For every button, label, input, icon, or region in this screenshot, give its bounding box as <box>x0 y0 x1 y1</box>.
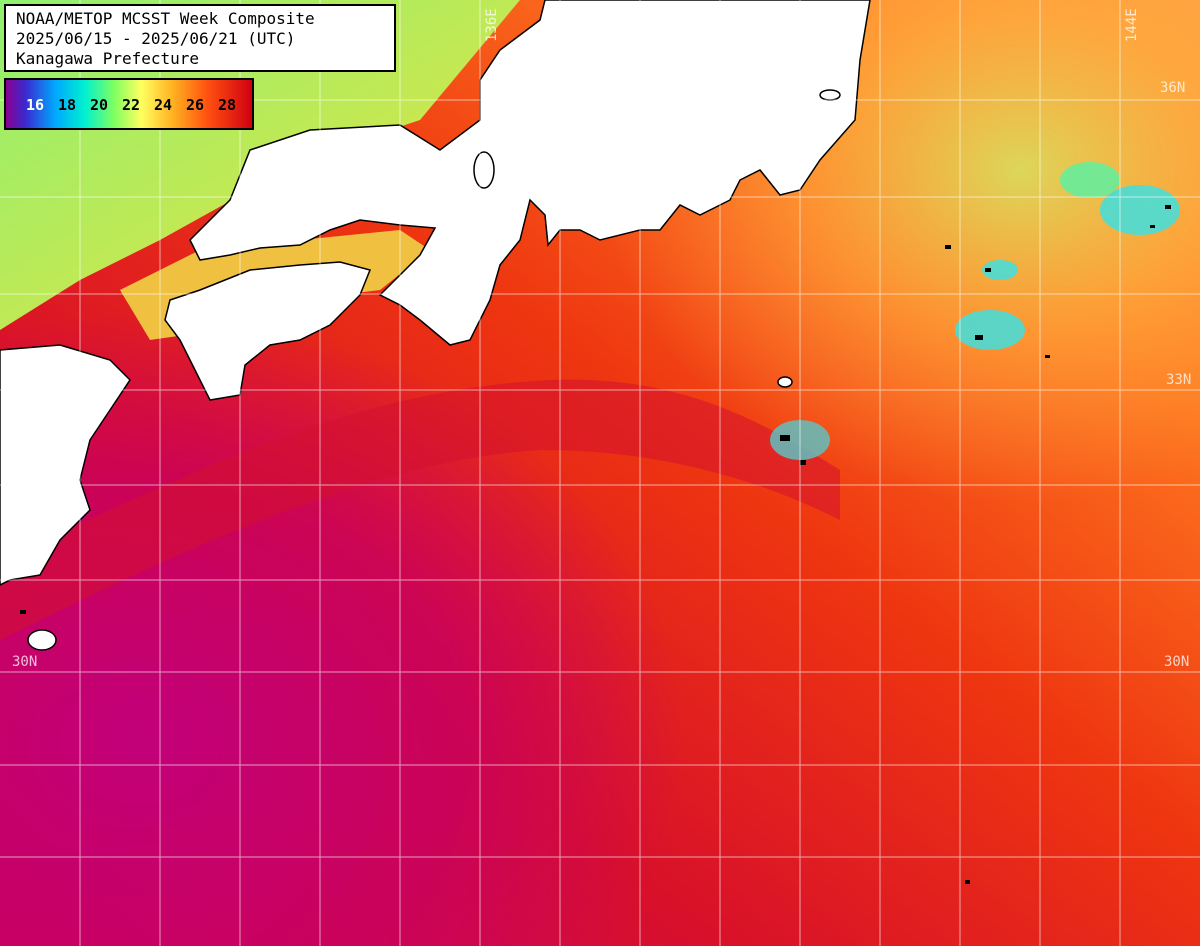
kuroshio-band <box>0 379 840 640</box>
legend-label-26: 26 <box>186 96 205 114</box>
lon-label-136: 136E <box>484 8 500 42</box>
map-region: Kanagawa Prefecture <box>16 49 200 68</box>
legend-label-24: 24 <box>154 96 173 114</box>
map-title-box: NOAA/METOP MCSST Week Composite 2025/06/… <box>4 4 396 72</box>
land-shikoku <box>164 261 372 401</box>
lat-label-30-left: 30N <box>12 654 38 670</box>
lat-label-33-right: 33N <box>1166 372 1192 388</box>
land-island-d <box>819 89 841 101</box>
legend-label-16: 16 <box>26 96 45 114</box>
lat-label-36: 36N <box>1160 80 1186 96</box>
lat-label-33-left: 33 <box>10 372 27 388</box>
temperature-legend: 16 18 20 22 24 26 28 <box>4 78 254 130</box>
legend-label-28: 28 <box>218 96 237 114</box>
land-island-b <box>473 151 495 189</box>
legend-label-20: 20 <box>90 96 109 114</box>
legend-label-18: 18 <box>58 96 77 114</box>
cloud-speckles <box>20 205 1171 884</box>
map-date-range: 2025/06/15 - 2025/06/21 (UTC) <box>16 29 296 48</box>
map-title: NOAA/METOP MCSST Week Composite <box>16 9 315 28</box>
lon-label-144: 144E <box>1124 8 1140 42</box>
land-island-c <box>777 376 793 388</box>
lat-label-30-right: 30N <box>1164 654 1190 670</box>
legend-label-22: 22 <box>122 96 141 114</box>
land-island-a <box>27 629 57 651</box>
